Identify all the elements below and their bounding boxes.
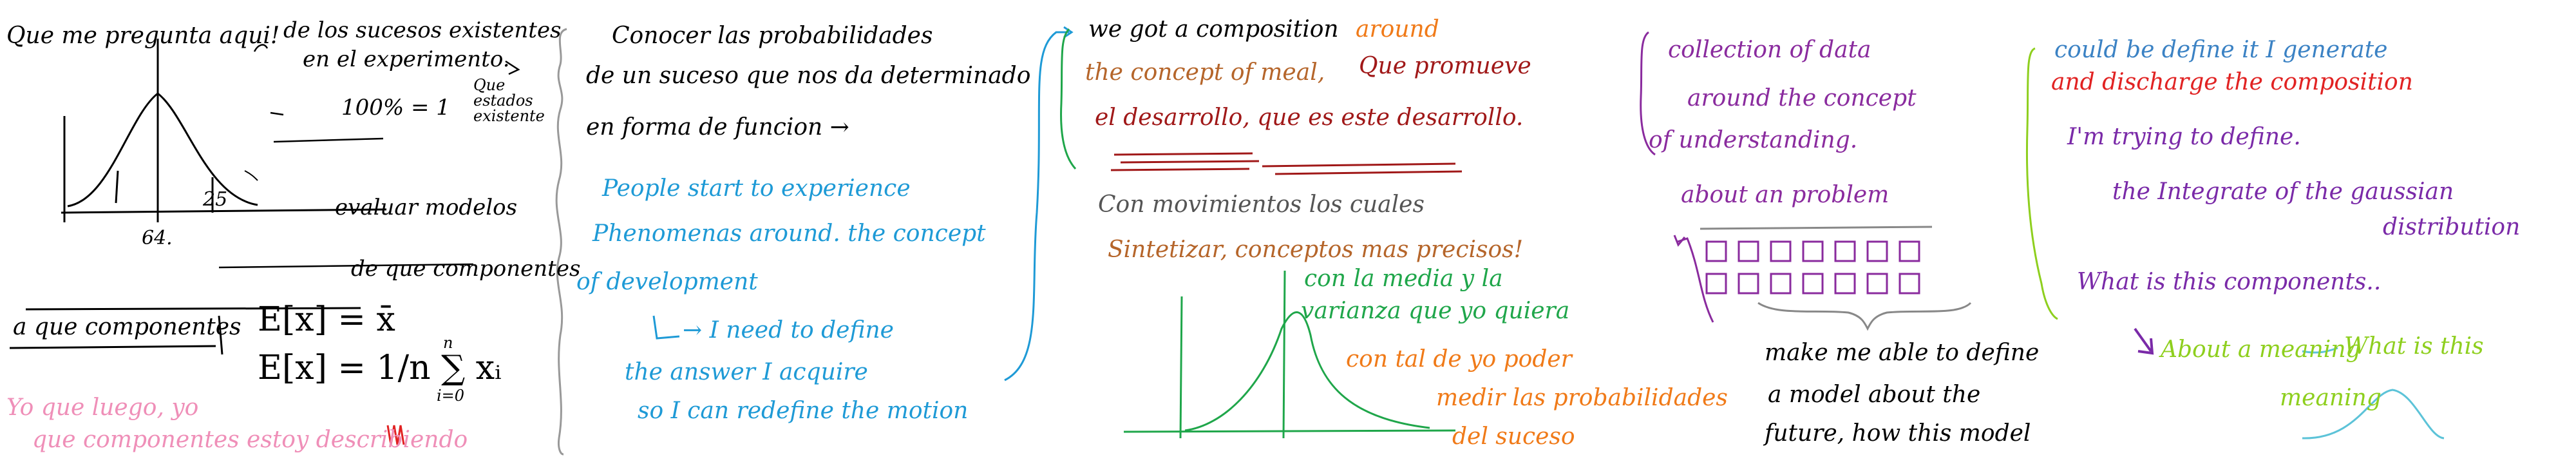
note-s5-l6: What is this components.. [2077,269,2382,295]
note-s3-l4: Con movimientos los cuales [1098,191,1425,218]
note-s4-l6: a model about the [1768,382,1981,408]
tick-label-64: 64. [142,227,173,249]
note-s5-l5: distribution [2383,214,2521,240]
note-s3-l2b: Que promueve [1359,53,1531,79]
note-s5-l8: What is this [2344,333,2484,360]
curly-brace-gray [1757,302,1972,331]
note-s2-l2: de un suceso que nos da determinado [586,63,1031,89]
note-s1-l9: Yo que luego, yo [6,394,199,421]
underline-rule [9,307,361,355]
bump-curve-sky [2302,389,2445,440]
bracket-green [1060,28,1077,170]
sum-upper-bound: n [443,334,453,352]
note-s1-l10: que componentes estoy describiendo [32,427,468,453]
arrow-head-purple [1673,235,1686,247]
note-s5-l4: the Integrate of the gaussian [2112,179,2454,205]
sum-lower-bound: i=0 [437,387,465,405]
annotation-strokes-1 [218,44,520,269]
note-s3-l9: medir las probabilidades [1436,385,1728,411]
arrow-sky [2302,347,2338,354]
gaussian-sketch-1 [61,39,387,222]
note-s4-l7: future, how this model [1765,420,2031,447]
note-s2-l6: of development [576,269,758,295]
note-s2-l7: → I need to define [683,317,894,343]
note-s4-l4: about an problem [1681,182,1889,208]
note-s3-l5: Sintetizar, conceptos mas precisos! [1108,237,1524,263]
note-s1-l2: de los sucesos existentes [283,17,562,43]
red-zigzag [386,425,405,445]
note-s4-l5: make me able to define [1765,340,2040,366]
note-s5-l1: could be define it I generate [2054,37,2388,63]
note-s2-l8: the answer I acquire [625,359,868,385]
connector-blue [1004,31,1069,382]
note-s3-l3: el desarrollo, que es este desarrollo. [1095,104,1524,131]
arrow-head-blue [1063,26,1074,39]
note-s2-l9: so I can redefine the motion [638,398,969,424]
note-s2-l4: People start to experience [602,175,911,202]
line-gray [1700,226,1933,230]
note-s3-l1b: around [1356,16,1439,43]
note-s3-l7: varianza que yo quiera [1301,298,1570,324]
box-grid [1705,240,1920,295]
equation-expectation-2: E[x] = 1/n ∑ xᵢ [258,349,502,387]
note-s2-l5: Phenomenas around. the concept [592,220,986,247]
note-s3-l8: con tal de yo poder [1346,346,1572,372]
dark-red-underlines [1110,152,1463,175]
note-s1-l5: Que estados existente [473,76,545,125]
note-s3-l6: con la media y la [1304,266,1503,292]
note-s5-l3: I'm trying to define. [2067,124,2301,150]
note-s5-l9: meaning [2280,385,2382,411]
note-s1-l6: evaluar modelos [335,195,518,220]
note-s5-l2: and discharge the composition [2051,69,2413,95]
note-s4-l2: around the concept [1687,85,1917,111]
note-s2-l1: Conocer las probabilidades [612,23,933,49]
arrow-purple [1677,237,1714,323]
note-s5-l7: About a meaning [2161,336,2361,363]
equation-expectation-1: E[x] = x̄ [258,300,395,339]
tick-label-25: 25 [203,188,228,211]
note-s1-l1: Que me pregunta aqui! [6,23,280,49]
note-s3-l1: we got a composition [1088,16,1339,43]
bracket-lime [2025,47,2058,320]
note-s4-l3: of understanding. [1649,127,1858,153]
arrow-head-purple-2 [2137,338,2154,355]
arrow-blue-down [652,315,680,340]
section-bracket-gray [555,28,567,456]
note-s1-l8: a que componentes [13,314,242,340]
note-s1-l3: en el experimento. [303,46,510,72]
note-s4-l1: collection of data [1668,37,1871,63]
note-s1-l7: de que componentes [351,256,581,282]
gaussian-sketch-green [1123,270,1456,439]
arrow-purple-2 [2134,327,2152,353]
note-s1-l4: 100% = 1 [341,95,450,121]
note-s2-l3: en forma de funcion → [586,114,849,140]
bracket-purple [1640,31,1656,156]
note-s3-l10: del suceso [1452,423,1575,450]
note-s3-l2: the concept of meal, [1085,59,1325,86]
